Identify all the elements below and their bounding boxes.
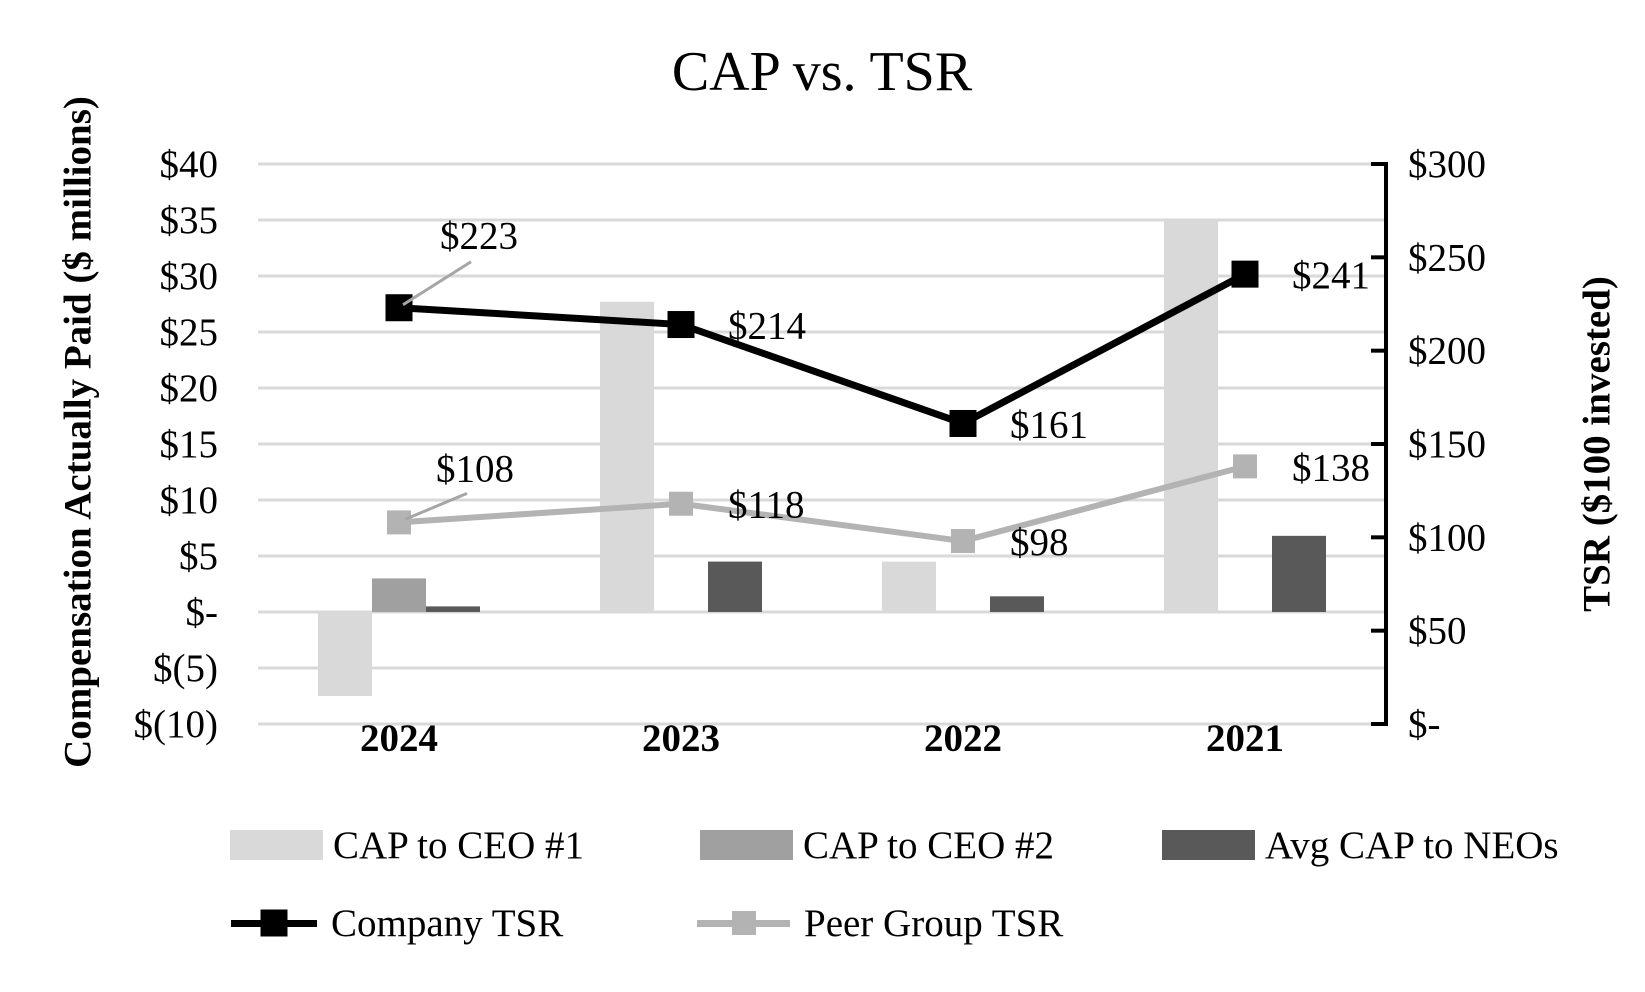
legend-label: Company TSR — [331, 901, 564, 945]
right-axis-tick-label: $50 — [1408, 610, 1467, 653]
left-axis-tick-label: $(5) — [153, 647, 218, 690]
left-axis-tick-label: $40 — [160, 143, 219, 186]
data-label-leader-line — [402, 260, 472, 307]
right-axis-tick-label: $300 — [1408, 143, 1486, 186]
peer-group-tsr-marker — [951, 529, 975, 554]
bar-cap-ceo2 — [372, 578, 426, 612]
peer-group-tsr-line — [398, 463, 1246, 545]
company-tsr-marker — [1231, 260, 1259, 288]
data-label: $214 — [728, 305, 806, 348]
left-axis-tick-label: $15 — [160, 423, 219, 466]
bar-avg-cap-neos — [708, 561, 762, 612]
left-axis-tick-label: $- — [186, 591, 219, 634]
right-axis-tick-label: $250 — [1408, 236, 1486, 279]
cap-ceo2-swatch — [700, 830, 793, 860]
left-axis-tick-label: $20 — [160, 367, 219, 410]
peer-group-tsr-marker — [387, 510, 411, 535]
data-label: $161 — [1010, 403, 1088, 446]
left-axis-tick-label: $5 — [179, 535, 218, 578]
bar-avg-cap-neos — [1272, 535, 1326, 612]
company-tsr-line — [398, 271, 1247, 428]
left-axis-tick-label: $25 — [160, 311, 219, 354]
avg-cap-neos-swatch — [1162, 830, 1255, 860]
company-tsr-marker — [667, 311, 695, 339]
data-label: $98 — [1010, 521, 1069, 564]
legend-label: Avg CAP to NEOs — [1265, 823, 1559, 867]
left-axis-tick-label: $(10) — [134, 703, 218, 746]
data-label-leader-line — [404, 492, 468, 521]
right-axis-tick-label: $150 — [1408, 423, 1486, 466]
company-tsr-line-swatch — [231, 909, 317, 937]
peer-group-tsr-marker — [669, 491, 693, 516]
bar-avg-cap-neos — [990, 596, 1044, 612]
left-axis-tick-label: $10 — [160, 479, 219, 522]
x-axis-year-label: 2024 — [360, 717, 438, 760]
peer-group-tsr-line-swatch — [697, 911, 790, 935]
bar-cap-ceo1 — [318, 612, 372, 696]
data-label: $241 — [1292, 254, 1370, 297]
legend-item-avg-cap-neos: Avg CAP to NEOs — [1162, 823, 1559, 867]
bar-cap-ceo1 — [882, 561, 936, 612]
peer-group-tsr-marker — [1233, 454, 1257, 479]
right-axis-tick-label: $100 — [1408, 516, 1486, 559]
x-axis-year-label: 2021 — [1206, 717, 1284, 760]
x-axis-year-label: 2022 — [924, 717, 1002, 760]
left-axis-tick-label: $30 — [160, 255, 219, 298]
data-label: $138 — [1292, 446, 1370, 489]
x-axis-year-label: 2023 — [642, 717, 720, 760]
bar-cap-ceo1 — [1164, 220, 1218, 612]
legend-label: CAP to CEO #1 — [333, 823, 585, 867]
peer-group-tsr-marker-icon — [731, 911, 756, 935]
legend-item-cap-ceo2: CAP to CEO #2 — [700, 823, 1055, 867]
legend-item-company-tsr: Company TSR — [231, 901, 564, 945]
bar-avg-cap-neos — [426, 606, 480, 612]
chart-title: CAP vs. TSR — [671, 41, 973, 103]
data-label: $108 — [436, 447, 514, 490]
bar-cap-ceo1 — [600, 301, 654, 612]
legend-label: Peer Group TSR — [804, 901, 1064, 945]
cap-ceo1-swatch — [230, 830, 323, 860]
data-label: $118 — [728, 484, 805, 527]
left-axis-tick-label: $35 — [160, 199, 219, 242]
legend-item-peer-group-tsr: Peer Group TSR — [697, 901, 1064, 945]
right-axis-tick-label: $200 — [1408, 330, 1486, 373]
company-tsr-marker — [949, 409, 977, 437]
right-axis-tick-label: $- — [1408, 703, 1441, 746]
legend-item-cap-ceo1: CAP to CEO #1 — [230, 823, 585, 867]
legend-label: CAP to CEO #2 — [803, 823, 1055, 867]
company-tsr-marker-icon — [260, 909, 288, 937]
company-tsr-marker — [385, 294, 413, 322]
data-label: $223 — [440, 215, 518, 258]
